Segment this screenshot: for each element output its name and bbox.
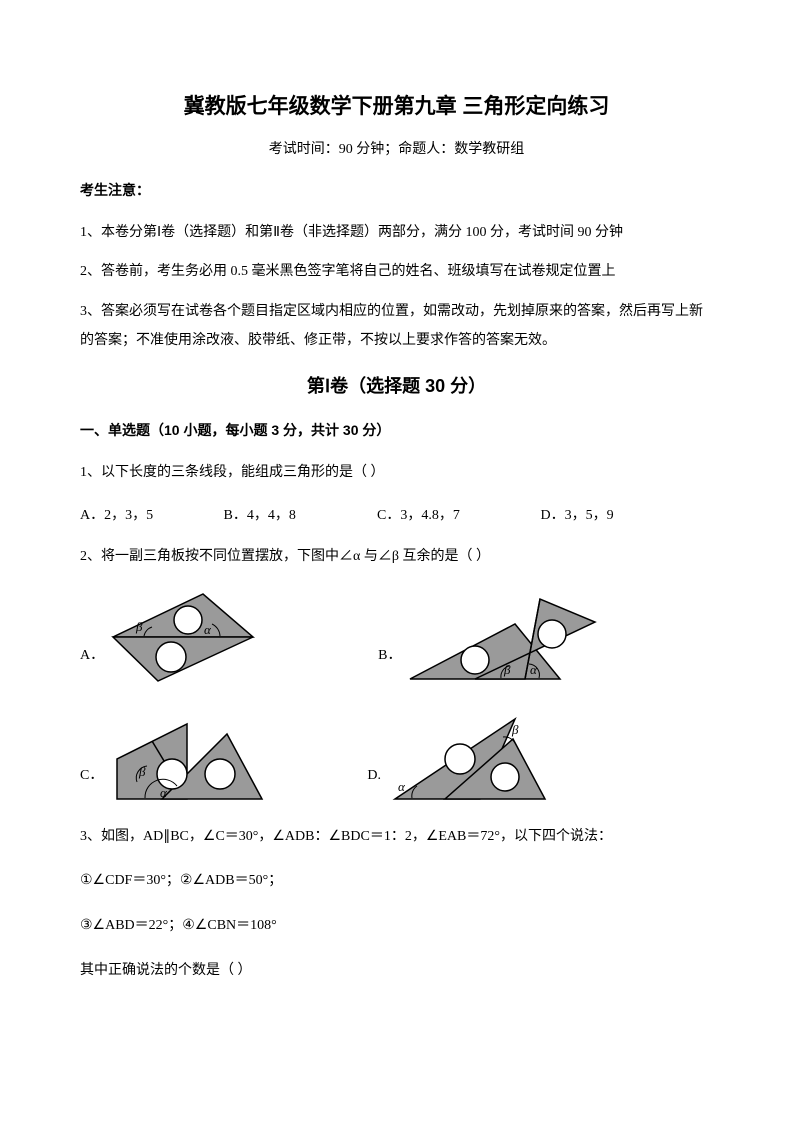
notice-item-3: 3、答案必须写在试卷各个题目指定区域内相应的位置，如需改动，先划掉原来的答案，然… — [80, 297, 713, 356]
notice-heading: 考生注意： — [80, 180, 713, 200]
q2-label-b: B． — [378, 644, 401, 684]
q1-option-c: C．3，4.8，7 — [377, 504, 537, 524]
svg-text:α: α — [204, 622, 212, 637]
svg-text:β: β — [135, 619, 143, 634]
section-title: 第Ⅰ卷（选择题 30 分） — [80, 372, 713, 398]
svg-text:β: β — [511, 722, 519, 737]
q2-label-a: A． — [80, 644, 104, 684]
notice-item-2: 2、答卷前，考生务必用 0.5 毫米黑色签字笔将自己的姓名、班级填写在试卷规定位… — [80, 257, 713, 286]
q1-option-d: D．3，5，9 — [541, 504, 671, 524]
page-title: 冀教版七年级数学下册第九章 三角形定向练习 — [80, 90, 713, 120]
q2-label-c: C． — [80, 764, 103, 804]
svg-text:α: α — [398, 779, 406, 794]
q2-label-d: D. — [367, 768, 381, 804]
q1-option-b: B．4，4，8 — [224, 504, 374, 524]
q2-figure-b: β α — [405, 594, 600, 684]
question-3-line-3: ③∠ABD＝22°；④∠CBN＝108° — [80, 913, 713, 940]
svg-text:β: β — [503, 662, 511, 677]
page-subtitle: 考试时间：90 分钟；命题人：数学教研组 — [80, 138, 713, 158]
question-3-line-4: 其中正确说法的个数是（ ） — [80, 958, 713, 985]
question-3-line-2: ①∠CDF＝30°；②∠ADB＝50°； — [80, 868, 713, 895]
question-2-row-1: A． β α B． β α — [80, 589, 713, 684]
question-2-row-2: C． β α D. α β — [80, 704, 713, 804]
svg-text:α: α — [160, 785, 168, 800]
q2-figure-d: α β — [385, 709, 555, 804]
question-3-line-1: 3、如图，AD∥BC，∠C＝30°，∠ADB：∠BDC＝1：2，∠EAB＝72°… — [80, 824, 713, 851]
q2-figure-c: β α — [107, 704, 267, 804]
question-2: 2、将一副三角板按不同位置摆放，下图中∠α 与∠β 互余的是（ ） — [80, 544, 713, 571]
q2-figure-a: β α — [108, 589, 258, 684]
notice-item-1: 1、本卷分第Ⅰ卷（选择题）和第Ⅱ卷（非选择题）两部分，满分 100 分，考试时间… — [80, 218, 713, 247]
q1-option-a: A．2，3，5 — [80, 504, 220, 524]
question-1: 1、以下长度的三条线段，能组成三角形的是（ ） — [80, 460, 713, 487]
group-heading: 一、单选题（10 小题，每小题 3 分，共计 30 分） — [80, 420, 713, 440]
question-1-options: A．2，3，5 B．4，4，8 C．3，4.8，7 D．3，5，9 — [80, 504, 713, 524]
